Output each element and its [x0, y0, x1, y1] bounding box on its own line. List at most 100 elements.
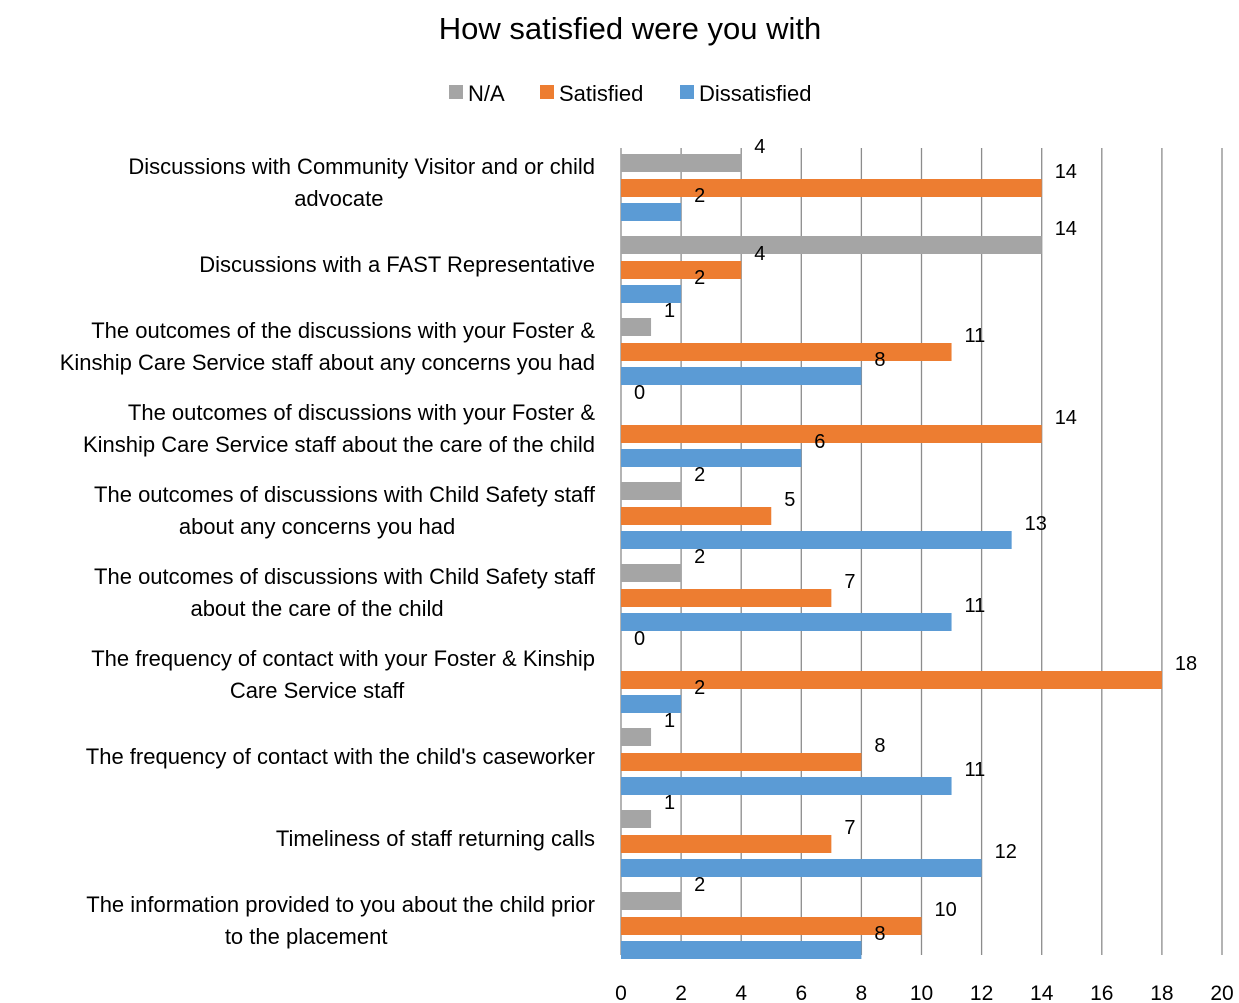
legend-swatch — [680, 85, 694, 99]
bar-satisfied — [621, 753, 862, 771]
category-labels: Discussions with Community Visitor and o… — [60, 154, 596, 949]
data-label: 14 — [1055, 218, 1077, 240]
bar-dissatisfied — [621, 941, 862, 959]
data-label: 4 — [754, 136, 765, 158]
bar-satisfied — [621, 343, 952, 361]
category-label: The frequency of contact with the child'… — [86, 744, 595, 769]
data-label: 13 — [1025, 513, 1047, 535]
bar-dissatisfied — [621, 695, 682, 713]
category-label: advocate — [294, 186, 383, 211]
bar-satisfied — [621, 425, 1042, 443]
bar-na — [621, 564, 682, 582]
data-label: 2 — [694, 267, 705, 289]
x-tick-label: 10 — [910, 982, 933, 1003]
bars — [621, 154, 1162, 959]
gridlines — [620, 148, 1223, 955]
bar-na — [621, 154, 742, 172]
data-label: 2 — [694, 677, 705, 699]
bar-na — [621, 482, 682, 500]
data-label: 5 — [784, 489, 795, 511]
bar-na — [621, 728, 652, 746]
category-label: about the care of the child — [190, 596, 443, 621]
x-tick-label: 16 — [1090, 982, 1113, 1003]
category-label: The outcomes of discussions with your Fo… — [128, 400, 595, 425]
bar-dissatisfied — [621, 285, 682, 303]
x-tick-label: 6 — [795, 982, 807, 1003]
x-tick-label: 4 — [735, 982, 747, 1003]
legend-label: Dissatisfied — [699, 81, 811, 106]
data-label: 12 — [995, 841, 1017, 863]
data-label: 8 — [874, 923, 885, 945]
legend-label: Satisfied — [559, 81, 643, 106]
category-label: Kinship Care Service staff about any con… — [60, 350, 595, 375]
x-axis-ticks: 0 2 4 6 8 10 12 14 16 18 20 — [615, 982, 1234, 1003]
category-label: The outcomes of discussions with Child S… — [94, 482, 596, 507]
category-label: Discussions with a FAST Representative — [199, 252, 595, 277]
bar-dissatisfied — [621, 859, 982, 877]
data-label: 2 — [694, 546, 705, 568]
legend-swatch — [449, 85, 463, 99]
data-label: 1 — [664, 710, 675, 732]
data-label: 7 — [844, 817, 855, 839]
data-label: 1 — [664, 792, 675, 814]
category-label: Timeliness of staff returning calls — [276, 826, 595, 851]
category-label: The outcomes of the discussions with you… — [91, 318, 595, 343]
data-label: 11 — [965, 595, 986, 617]
bar-dissatisfied — [621, 449, 802, 467]
legend-swatch — [540, 85, 554, 99]
x-tick-label: 0 — [615, 982, 627, 1003]
data-label: 4 — [754, 243, 765, 265]
data-label: 2 — [694, 874, 705, 896]
data-label: 6 — [814, 431, 825, 453]
bar-dissatisfied — [621, 203, 682, 221]
data-label: 11 — [965, 759, 986, 781]
x-tick-label: 12 — [970, 982, 993, 1003]
data-label: 0 — [634, 628, 645, 650]
bar-na — [621, 318, 652, 336]
data-label: 2 — [694, 185, 705, 207]
data-label: 2 — [694, 464, 705, 486]
category-label: Discussions with Community Visitor and o… — [128, 154, 595, 179]
x-tick-label: 20 — [1210, 982, 1233, 1003]
x-tick-label: 8 — [856, 982, 868, 1003]
data-label: 8 — [874, 349, 885, 371]
bar-dissatisfied — [621, 531, 1012, 549]
data-label: 18 — [1175, 653, 1197, 675]
data-label: 11 — [965, 325, 986, 347]
chart-title: How satisfied were you with — [439, 11, 822, 46]
bar-satisfied — [621, 671, 1162, 689]
x-tick-label: 2 — [675, 982, 687, 1003]
category-label: The frequency of contact with your Foste… — [91, 646, 595, 671]
category-label: to the placement — [225, 924, 388, 949]
data-label: 14 — [1055, 407, 1077, 429]
bar-satisfied — [621, 589, 832, 607]
category-label: Care Service staff — [230, 678, 405, 703]
bar-na — [621, 810, 652, 828]
bar-na — [621, 236, 1042, 254]
legend: N/A Satisfied Dissatisfied — [449, 81, 811, 106]
data-label: 10 — [935, 899, 957, 921]
data-label: 1 — [664, 300, 675, 322]
category-label: The outcomes of discussions with Child S… — [94, 564, 596, 589]
bar-satisfied — [621, 835, 832, 853]
legend-label: N/A — [468, 81, 505, 106]
data-label: 8 — [874, 735, 885, 757]
bar-satisfied — [621, 917, 922, 935]
x-tick-label: 14 — [1030, 982, 1054, 1003]
bar-satisfied — [621, 507, 772, 525]
data-label: 0 — [634, 382, 645, 404]
bar-satisfied — [621, 179, 1042, 197]
bar-dissatisfied — [621, 777, 952, 795]
category-label: The information provided to you about th… — [86, 892, 595, 917]
data-label: 7 — [844, 571, 855, 593]
data-label: 14 — [1055, 161, 1077, 183]
x-tick-label: 18 — [1150, 982, 1173, 1003]
category-label: about any concerns you had — [179, 514, 455, 539]
bar-dissatisfied — [621, 367, 862, 385]
category-label: Kinship Care Service staff about the car… — [83, 432, 595, 457]
bar-satisfied — [621, 261, 742, 279]
bar-dissatisfied — [621, 613, 952, 631]
bar-na — [621, 892, 682, 910]
